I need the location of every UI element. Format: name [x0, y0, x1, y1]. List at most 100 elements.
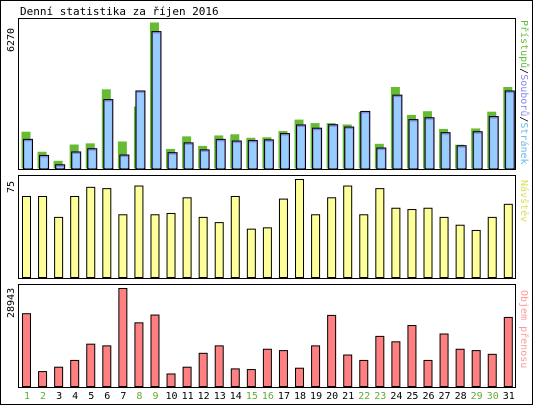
- day-label-3: 3: [56, 391, 62, 402]
- bar-stránek-day-16: [265, 141, 273, 169]
- bar-stránek-day-11: [185, 144, 193, 169]
- bar-stránek-day-1: [24, 141, 32, 169]
- bar-stránek-day-31: [506, 92, 514, 169]
- legend-part-0-0: Přístupů: [518, 20, 530, 68]
- bar-stránek-day-9: [152, 33, 160, 169]
- day-label-9: 9: [152, 391, 158, 402]
- bar-volume-day-18: [295, 367, 305, 388]
- day-label-30: 30: [487, 391, 499, 402]
- bar-stránek-day-28: [458, 147, 466, 169]
- access-legend: Přístupů/Souborů/Stránek: [518, 20, 530, 165]
- bar-volume-day-5: [86, 343, 96, 388]
- bar-volume-day-22: [359, 359, 369, 388]
- bar-visits-day-10: [166, 212, 176, 278]
- bar-volume-day-1: [22, 313, 31, 388]
- day-label-31: 31: [503, 391, 515, 402]
- bar-visits-day-5: [86, 186, 96, 278]
- bar-stránek-day-23: [377, 150, 385, 169]
- bar-volume-day-4: [70, 359, 80, 388]
- bar-stránek-day-25: [409, 121, 417, 169]
- day-label-25: 25: [406, 391, 418, 402]
- bar-stránek-day-26: [426, 119, 433, 169]
- day-label-18: 18: [294, 391, 306, 402]
- day-label-10: 10: [166, 391, 178, 402]
- legend-part-0-2: Souborů: [518, 74, 530, 116]
- bar-stránek-day-30: [490, 118, 498, 169]
- bar-volume-day-14: [230, 368, 240, 387]
- bar-volume-day-6: [102, 345, 112, 387]
- day-label-24: 24: [390, 391, 402, 402]
- volume-ymax-label: 28943: [6, 288, 17, 318]
- bar-visits-day-16: [262, 227, 272, 278]
- bar-visits-day-12: [198, 216, 208, 278]
- bar-visits-day-3: [54, 216, 64, 278]
- day-label-2: 2: [40, 391, 46, 402]
- bar-stránek-day-27: [442, 134, 450, 169]
- day-label-13: 13: [214, 391, 226, 402]
- legend-part-0-3: /: [518, 116, 529, 122]
- visits-bars-group: [22, 179, 513, 279]
- bar-volume-day-28: [455, 348, 465, 387]
- bar-volume-day-7: [118, 288, 128, 387]
- bar-visits-day-1: [22, 195, 31, 278]
- bar-volume-day-25: [407, 325, 417, 387]
- bar-stránek-day-18: [297, 126, 305, 169]
- bar-stránek-day-2: [40, 157, 48, 169]
- bar-visits-day-9: [150, 214, 160, 278]
- panel-visits-frame: [18, 175, 516, 279]
- bar-stránek-day-10: [169, 154, 177, 169]
- bar-visits-day-25: [407, 209, 417, 278]
- bar-visits-day-15: [246, 228, 256, 279]
- bar-volume-day-10: [166, 373, 176, 387]
- access-ymax-label: 6270: [6, 28, 17, 52]
- legend-part-0-1: /: [518, 68, 529, 74]
- bar-volume-day-17: [278, 350, 288, 387]
- bar-volume-day-21: [343, 354, 353, 388]
- bar-volume-day-30: [487, 353, 497, 387]
- bar-volume-day-26: [423, 359, 433, 388]
- bar-visits-day-19: [311, 214, 321, 278]
- visits-legend: Návštěv: [518, 180, 530, 222]
- bar-stránek-day-19: [313, 130, 321, 169]
- bar-visits-day-20: [327, 197, 337, 278]
- day-label-20: 20: [326, 391, 338, 402]
- chart-title: Denní statistika za říjen 2016: [20, 5, 219, 18]
- bar-stránek-day-24: [393, 97, 401, 169]
- bar-visits-day-23: [375, 188, 385, 278]
- bar-stránek-day-4: [72, 153, 80, 169]
- legend-part-2-0: Objem přenosu: [518, 290, 530, 368]
- bar-visits-day-8: [134, 185, 144, 279]
- bar-visits-day-14: [230, 195, 240, 278]
- volume-legend: Objem přenosu: [518, 290, 530, 368]
- day-label-21: 21: [342, 391, 354, 402]
- bar-volume-day-16: [262, 348, 272, 387]
- bar-stránek-day-5: [88, 150, 96, 169]
- bar-visits-day-17: [278, 198, 288, 279]
- bar-visits-day-22: [359, 214, 369, 278]
- bar-stránek-day-12: [201, 151, 209, 169]
- bar-volume-day-20: [327, 314, 337, 387]
- day-label-14: 14: [230, 391, 242, 402]
- day-label-22: 22: [358, 391, 370, 402]
- day-label-5: 5: [88, 391, 94, 402]
- bar-visits-day-7: [118, 214, 128, 278]
- bar-visits-day-30: [487, 216, 497, 278]
- day-label-15: 15: [246, 391, 258, 402]
- bar-volume-day-29: [471, 350, 481, 387]
- day-label-17: 17: [278, 391, 290, 402]
- bar-visits-day-18: [295, 179, 305, 278]
- bar-stránek-day-14: [233, 143, 241, 169]
- day-label-4: 4: [72, 391, 78, 402]
- day-label-27: 27: [439, 391, 451, 402]
- bar-visits-day-26: [423, 207, 433, 279]
- bar-volume-day-24: [391, 341, 401, 388]
- day-label-8: 8: [136, 391, 142, 402]
- bar-volume-day-27: [439, 333, 449, 388]
- day-label-7: 7: [120, 391, 126, 402]
- bar-visits-day-24: [391, 207, 401, 279]
- bar-volume-day-31: [503, 316, 513, 387]
- day-label-23: 23: [374, 391, 386, 402]
- day-label-26: 26: [422, 391, 434, 402]
- day-label-28: 28: [455, 391, 467, 402]
